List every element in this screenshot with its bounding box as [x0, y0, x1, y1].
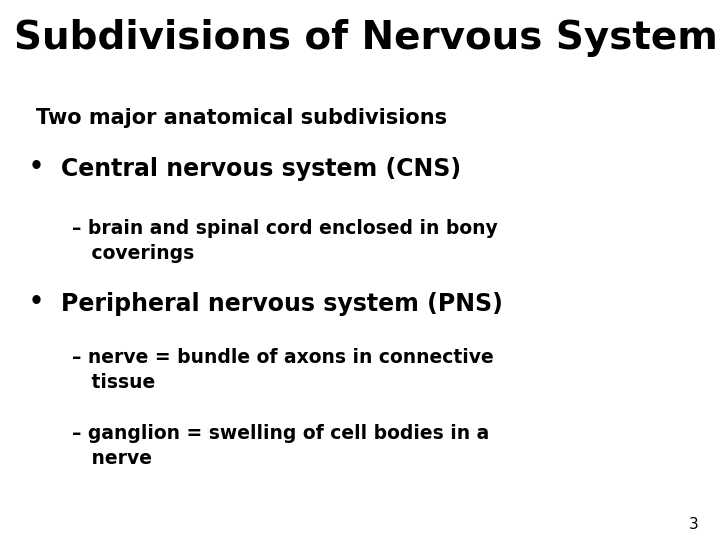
Text: Subdivisions of Nervous System: Subdivisions of Nervous System — [14, 19, 719, 57]
Text: Two major anatomical subdivisions: Two major anatomical subdivisions — [36, 108, 447, 128]
Text: •: • — [29, 155, 44, 179]
Text: – nerve = bundle of axons in connective
   tissue: – nerve = bundle of axons in connective … — [72, 348, 494, 392]
Text: – ganglion = swelling of cell bodies in a
   nerve: – ganglion = swelling of cell bodies in … — [72, 424, 490, 468]
Text: – brain and spinal cord enclosed in bony
   coverings: – brain and spinal cord enclosed in bony… — [72, 219, 498, 262]
Text: Central nervous system (CNS): Central nervous system (CNS) — [61, 157, 462, 180]
Text: Peripheral nervous system (PNS): Peripheral nervous system (PNS) — [61, 292, 503, 315]
Text: 3: 3 — [688, 517, 698, 532]
Text: •: • — [29, 290, 44, 314]
